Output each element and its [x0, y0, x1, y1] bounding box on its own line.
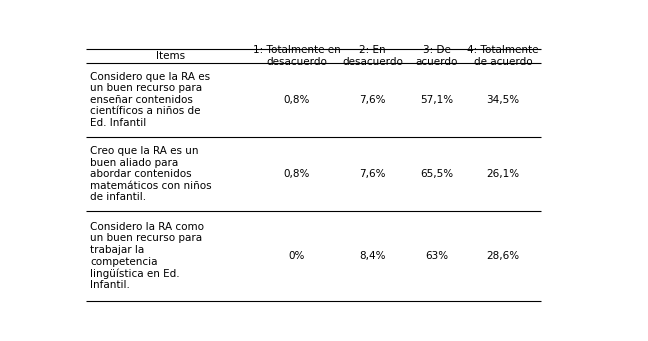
Text: 26,1%: 26,1%: [487, 169, 520, 179]
Text: 7,6%: 7,6%: [360, 95, 386, 105]
Text: 8,4%: 8,4%: [360, 251, 386, 261]
Text: Considero que la RA es
un buen recurso para
enseñar contenidos
científicos a niñ: Considero que la RA es un buen recurso p…: [90, 72, 210, 128]
Text: Items: Items: [156, 51, 185, 61]
Text: 0,8%: 0,8%: [283, 95, 310, 105]
Text: 4: Totalmente
de acuerdo: 4: Totalmente de acuerdo: [467, 45, 539, 66]
Text: Creo que la RA es un
buen aliado para
abordar contenidos
matemáticos con niños
d: Creo que la RA es un buen aliado para ab…: [90, 146, 212, 203]
Text: 34,5%: 34,5%: [487, 95, 520, 105]
Text: 65,5%: 65,5%: [420, 169, 453, 179]
Text: Considero la RA como
un buen recurso para
trabajar la
competencia
lingüística en: Considero la RA como un buen recurso par…: [90, 222, 204, 291]
Text: 57,1%: 57,1%: [420, 95, 453, 105]
Text: 63%: 63%: [425, 251, 448, 261]
Text: 0,8%: 0,8%: [283, 169, 310, 179]
Text: 1: Totalmente en
desacuerdo: 1: Totalmente en desacuerdo: [253, 45, 340, 66]
Text: 3: De
acuerdo: 3: De acuerdo: [415, 45, 458, 66]
Text: 2: En
desacuerdo: 2: En desacuerdo: [342, 45, 403, 66]
Text: 7,6%: 7,6%: [360, 169, 386, 179]
Text: 0%: 0%: [288, 251, 305, 261]
Text: 28,6%: 28,6%: [487, 251, 520, 261]
